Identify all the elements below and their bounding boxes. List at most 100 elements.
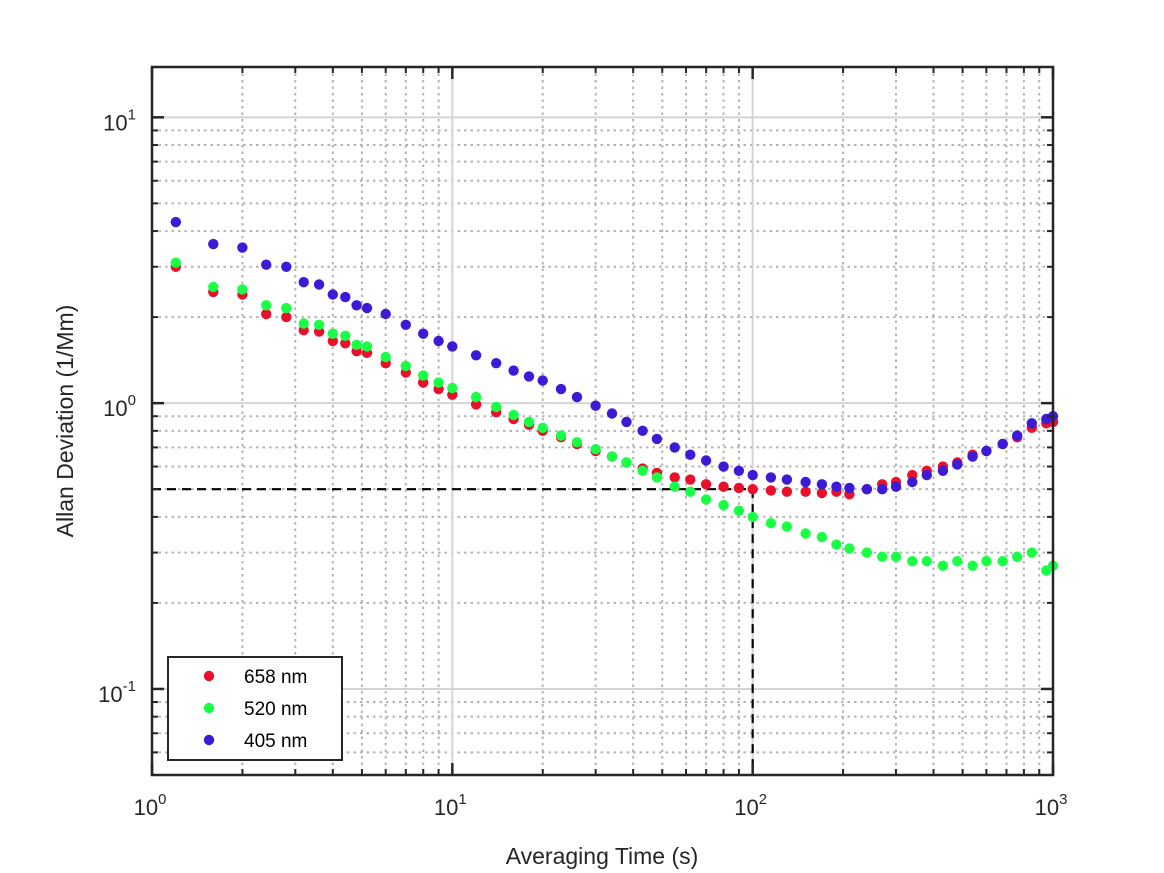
data-point (669, 442, 680, 453)
data-point (470, 391, 482, 403)
data-point (861, 484, 873, 495)
tick-exponent: 1 (458, 791, 466, 808)
data-point (313, 319, 325, 330)
data-point (637, 465, 648, 476)
legend-label: 658 nm (244, 667, 307, 688)
data-point (669, 481, 680, 492)
data-point (523, 371, 535, 382)
data-point (718, 481, 729, 492)
data-point (747, 469, 758, 481)
data-point (907, 556, 918, 567)
data-point (261, 300, 272, 311)
data-point (340, 338, 351, 349)
data-point (523, 416, 535, 428)
legend-label: 520 nm (244, 699, 307, 720)
data-point (781, 521, 793, 532)
data-point (816, 479, 828, 490)
data-point (470, 350, 482, 361)
data-point (937, 465, 949, 476)
data-point (1012, 430, 1023, 441)
x-tick-labels: 100 101 102 103 (134, 791, 1068, 820)
data-point (765, 518, 777, 529)
data-point (765, 485, 777, 496)
tick-base: 10 (1035, 795, 1059, 820)
data-point (170, 216, 181, 228)
x-tick-label: 103 (1035, 791, 1068, 820)
data-point (418, 370, 429, 381)
data-point (651, 433, 663, 445)
data-point (747, 511, 758, 523)
tick-base: 10 (103, 110, 127, 135)
data-point (685, 449, 696, 460)
data-point (590, 400, 601, 411)
tick-exponent: 3 (1059, 791, 1067, 808)
minor-grid (152, 67, 1053, 776)
tick-base: 10 (103, 396, 127, 421)
data-point (508, 365, 519, 376)
data-point (877, 484, 888, 495)
x-tick-label: 101 (434, 791, 467, 820)
legend-marker (203, 734, 215, 746)
data-point (327, 289, 338, 300)
data-point (400, 319, 411, 330)
data-point (170, 257, 181, 268)
data-point (967, 451, 978, 462)
data-point (637, 425, 648, 436)
data-point (831, 481, 842, 492)
data-point (340, 291, 351, 303)
data-point (447, 341, 458, 352)
data-point (685, 486, 696, 497)
data-point (298, 318, 309, 329)
data-point (433, 377, 444, 388)
data-point (447, 382, 458, 394)
data-point (361, 341, 373, 352)
tick-exponent: 0 (158, 791, 166, 808)
data-point (937, 560, 949, 571)
data-point (997, 438, 1008, 450)
data-point (844, 482, 855, 494)
data-point (281, 302, 292, 314)
data-point (890, 551, 902, 562)
data-point (555, 383, 567, 395)
data-point (816, 487, 828, 499)
data-point (781, 474, 793, 485)
data-point (890, 481, 902, 492)
reference-lines (152, 488, 754, 775)
data-point (861, 547, 873, 558)
data-point (981, 445, 992, 457)
plot-frame (150, 65, 1055, 777)
data-point (1012, 551, 1023, 562)
data-point (651, 472, 663, 483)
data-point (281, 261, 292, 272)
data-point (470, 399, 482, 410)
legend-marker (203, 702, 215, 714)
data-point (508, 409, 519, 421)
data-series (170, 216, 1059, 576)
series-2 (170, 216, 1059, 495)
data-point (981, 556, 992, 567)
data-point (700, 479, 712, 490)
legend-box (167, 656, 343, 761)
data-point (621, 457, 632, 468)
data-point (1026, 418, 1038, 429)
data-point (571, 437, 583, 448)
data-point (380, 308, 391, 320)
tick-base: 10 (734, 795, 758, 820)
data-point (816, 531, 828, 543)
legend-label: 405 nm (244, 731, 307, 752)
tick-exponent: 0 (128, 392, 136, 409)
data-point (491, 358, 502, 369)
data-point (313, 279, 325, 290)
data-point (844, 543, 855, 554)
data-point (781, 486, 793, 497)
data-point (208, 281, 219, 293)
y-tick-label: 10-1 (98, 678, 136, 707)
data-point (433, 335, 444, 347)
x-axis-label: Averaging Time (s) (506, 843, 699, 869)
data-point (1026, 547, 1038, 558)
data-point (952, 459, 963, 470)
data-point (340, 330, 351, 341)
data-point (733, 482, 745, 494)
data-point (351, 339, 362, 350)
